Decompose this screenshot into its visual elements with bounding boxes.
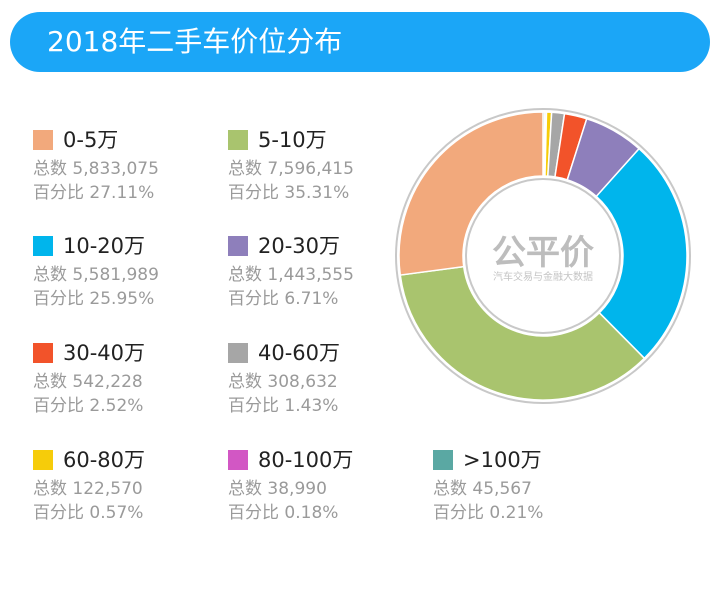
legend-percent: 百分比 25.95%	[33, 289, 155, 309]
legend-label: 5-10万	[258, 128, 327, 152]
legend-swatch	[228, 236, 248, 256]
title-banner: 2018年二手车价位分布	[10, 12, 710, 72]
legend-percent: 百分比 1.43%	[228, 396, 339, 416]
legend-percent: 百分比 35.31%	[228, 183, 350, 203]
legend-label: >100万	[463, 448, 542, 472]
legend-label: 80-100万	[258, 448, 354, 472]
watermark-logo: 公平价	[492, 233, 594, 273]
legend-count: 总数 1,443,555	[228, 265, 354, 285]
inner-ring	[465, 178, 621, 334]
legend-count: 总数 5,833,075	[33, 159, 159, 179]
legend-label: 30-40万	[63, 341, 146, 365]
pie-slice-10-20万	[595, 147, 688, 360]
legend-label: 0-5万	[63, 128, 119, 152]
legend-swatch	[33, 450, 53, 470]
legend-count: 总数 45,567	[433, 479, 532, 499]
legend-count: 总数 7,596,415	[228, 159, 354, 179]
legend-swatch	[33, 236, 53, 256]
legend-count: 总数 5,581,989	[33, 265, 159, 285]
legend-percent: 百分比 0.57%	[33, 503, 144, 523]
legend-swatch	[228, 130, 248, 150]
legend-swatch	[228, 343, 248, 363]
chart-title: 2018年二手车价位分布	[47, 25, 343, 58]
legend-count: 总数 122,570	[33, 479, 143, 499]
legend-label: 10-20万	[63, 234, 146, 258]
legend-percent: 百分比 27.11%	[33, 183, 155, 203]
legend-percent: 百分比 2.52%	[33, 396, 144, 416]
legend-count: 总数 38,990	[228, 479, 327, 499]
outer-ring	[395, 108, 691, 404]
watermark-subtitle: 汽车交易与金融大数据	[493, 270, 593, 283]
legend-count: 总数 542,228	[33, 372, 143, 392]
legend-count: 总数 308,632	[228, 372, 338, 392]
legend-swatch	[433, 450, 453, 470]
legend-percent: 百分比 0.21%	[433, 503, 544, 523]
pie-slice-0-5万	[398, 111, 544, 276]
pie-slice-5-10万	[399, 265, 646, 401]
legend-swatch	[228, 450, 248, 470]
legend-label: 20-30万	[258, 234, 341, 258]
legend-label: 40-60万	[258, 341, 341, 365]
legend-percent: 百分比 6.71%	[228, 289, 339, 309]
legend-swatch	[33, 130, 53, 150]
legend-percent: 百分比 0.18%	[228, 503, 339, 523]
legend-swatch	[33, 343, 53, 363]
legend-label: 60-80万	[63, 448, 146, 472]
